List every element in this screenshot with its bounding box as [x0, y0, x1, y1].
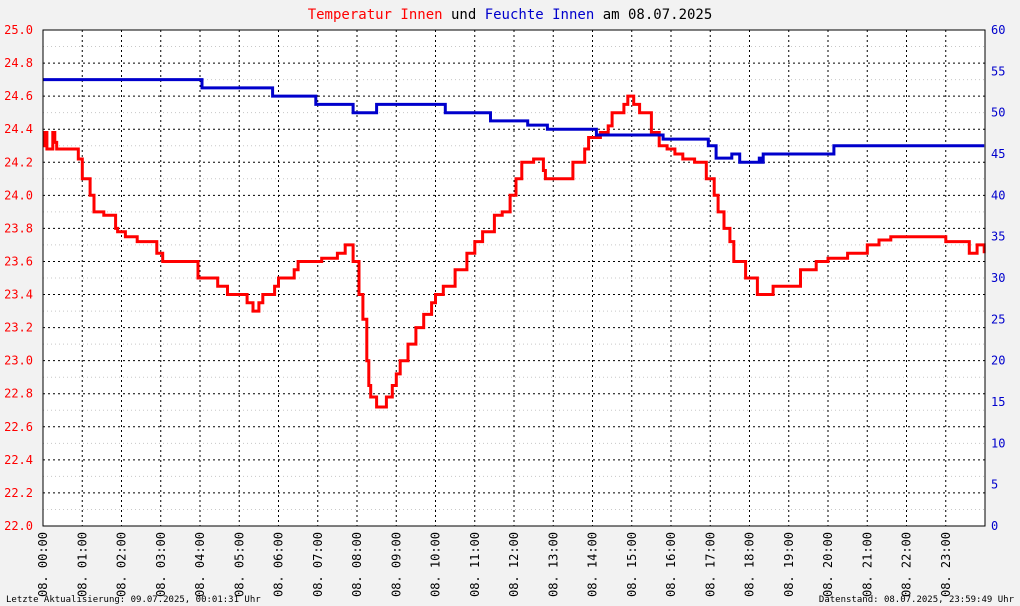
x-tick-label: 08. 04:00: [193, 532, 207, 597]
chart-title-part: und: [443, 7, 485, 23]
x-tick-label: 08. 18:00: [743, 532, 757, 597]
y-left-tick-label: 24.2: [4, 155, 33, 169]
footer-data-status: Datenstand: 08.07.2025, 23:59:49 Uhr: [819, 595, 1015, 605]
y-right-tick-label: 30: [991, 271, 1005, 285]
x-tick-label: 08. 17:00: [703, 532, 717, 597]
y-left-tick-label: 23.8: [4, 221, 33, 235]
y-right-tick-label: 35: [991, 230, 1005, 244]
x-tick-label: 08. 15:00: [625, 532, 639, 597]
plot-border: [42, 29, 986, 527]
x-tick-label: 08. 20:00: [821, 532, 835, 597]
chart-title-part: am 08.07.2025: [594, 7, 712, 23]
x-tick-label: 08. 12:00: [507, 532, 521, 597]
footer-last-update: Letzte Aktualisierung: 09.07.2025, 00:01…: [6, 595, 261, 605]
y-right-tick-label: 60: [991, 23, 1005, 37]
y-left-tick-label: 22.8: [4, 387, 33, 401]
y-right-tick-label: 45: [991, 147, 1005, 161]
x-tick-label: 08. 14:00: [586, 532, 600, 597]
temperature-series-line: [43, 94, 986, 409]
y-right-tick-label: 25: [991, 312, 1005, 326]
y-left-tick-label: 23.2: [4, 321, 33, 335]
y-left-tick-label: 23.4: [4, 288, 33, 302]
y-right-tick-label: 50: [991, 106, 1005, 120]
x-tick-label: 08. 01:00: [75, 532, 89, 597]
x-tick-label: 08. 05:00: [232, 532, 246, 597]
x-tick-label: 08. 02:00: [115, 532, 129, 597]
y-left-tick-label: 22.2: [4, 486, 33, 500]
chart-title-part: Temperatur Innen: [308, 7, 443, 23]
humidity-series-line: [43, 78, 985, 164]
y-right-tick-label: 40: [991, 188, 1005, 202]
y-left-tick-label: 23.6: [4, 254, 33, 268]
x-tick-label: 08. 23:00: [939, 532, 953, 597]
y-left-tick-label: 24.4: [4, 122, 33, 136]
x-tick-label: 08. 11:00: [468, 532, 482, 597]
x-tick-label: 08. 22:00: [900, 532, 914, 597]
x-tick-label: 08. 00:00: [36, 532, 50, 597]
chart-title-part: Feuchte Innen: [485, 7, 595, 23]
y-right-tick-label: 0: [991, 519, 998, 533]
y-right-tick-label: 20: [991, 354, 1005, 368]
x-tick-label: 08. 09:00: [389, 532, 403, 597]
x-tick-label: 08. 10:00: [429, 532, 443, 597]
x-tick-label: 08. 13:00: [546, 532, 560, 597]
y-left-tick-label: 23.0: [4, 354, 33, 368]
x-tick-label: 08. 19:00: [782, 532, 796, 597]
y-right-tick-label: 55: [991, 64, 1005, 78]
y-right-tick-label: 5: [991, 478, 998, 492]
y-right-tick-label: 10: [991, 436, 1005, 450]
chart-title: Temperatur Innen und Feuchte Innen am 08…: [308, 7, 713, 23]
x-tick-label: 08. 06:00: [272, 532, 286, 597]
y-left-tick-label: 25.0: [4, 23, 33, 37]
y-left-tick-label: 22.0: [4, 519, 33, 533]
y-left-tick-label: 24.6: [4, 89, 33, 103]
x-tick-label: 08. 07:00: [311, 532, 325, 597]
x-tick-label: 08. 16:00: [664, 532, 678, 597]
y-left-tick-label: 22.6: [4, 420, 33, 434]
y-left-tick-label: 24.0: [4, 188, 33, 202]
x-tick-label: 08. 08:00: [350, 532, 364, 597]
y-left-tick-label: 22.4: [4, 453, 33, 467]
x-tick-label: 08. 03:00: [154, 532, 168, 597]
y-right-tick-label: 15: [991, 395, 1005, 409]
y-left-tick-label: 24.8: [4, 56, 33, 70]
x-tick-label: 08. 21:00: [860, 532, 874, 597]
